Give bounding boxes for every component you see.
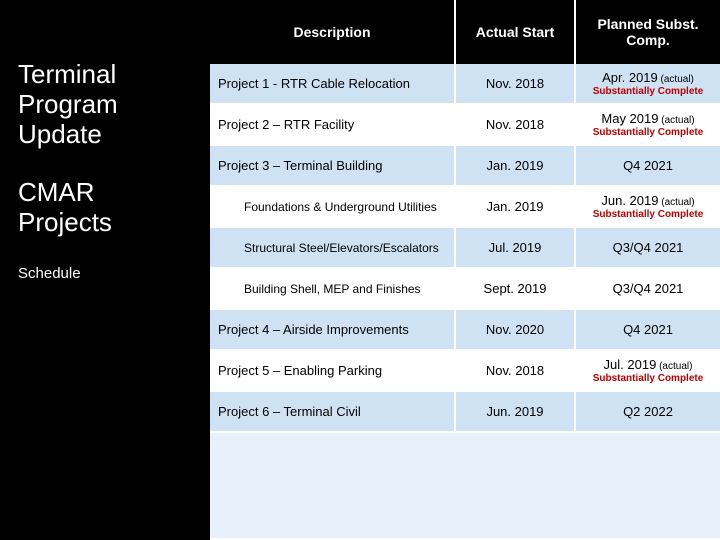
description-text: Project 5 – Enabling Parking	[218, 363, 446, 378]
table-body: Project 1 - RTR Cable Relocation Nov. 201…	[210, 64, 720, 540]
cell-planned-comp: Q4 2021	[576, 310, 720, 351]
table-row: Project 1 - RTR Cable Relocation Nov. 201…	[210, 64, 720, 105]
cell-planned-comp: Q4 2021	[576, 146, 720, 187]
comp-text: Q3/Q4 2021	[613, 240, 684, 255]
comp-text: Q3/Q4 2021	[613, 281, 684, 296]
title-sub: CMAR Projects	[18, 178, 192, 238]
cell-planned-comp: Apr. 2019 (actual)Substantially Complete	[576, 64, 720, 105]
description-text: Building Shell, MEP and Finishes	[218, 282, 446, 296]
right-panel: Description Actual Start Planned Subst. …	[210, 0, 720, 540]
start-text: Nov. 2020	[486, 322, 544, 337]
description-text: Foundations & Underground Utilities	[218, 200, 446, 214]
actual-note: (actual)	[656, 361, 692, 372]
actual-note: (actual)	[658, 74, 694, 85]
table-row: Project 6 – Terminal Civil Jun. 2019 Q2 20…	[210, 392, 720, 433]
substantially-complete-note: Substantially Complete	[593, 127, 704, 138]
cell-planned-comp: May 2019 (actual)Substantially Complete	[576, 105, 720, 146]
start-text: Jan. 2019	[486, 199, 543, 214]
table-filler	[210, 433, 720, 540]
substantially-complete-note: Substantially Complete	[593, 373, 704, 384]
table-row: Project 4 – Airside Improvements Nov. 202…	[210, 310, 720, 351]
actual-note: (actual)	[658, 115, 694, 126]
table-row: Project 2 – RTR Facility Nov. 2018 May 201…	[210, 105, 720, 146]
cell-actual-start: Nov. 2018	[456, 351, 576, 392]
cell-description: Building Shell, MEP and Finishes	[210, 269, 456, 310]
table-row: Building Shell, MEP and Finishes Sept. 20…	[210, 269, 720, 310]
table-header: Description Actual Start Planned Subst. …	[210, 0, 720, 64]
actual-note: (actual)	[658, 197, 694, 208]
description-text: Project 1 - RTR Cable Relocation	[218, 76, 446, 91]
start-text: Jan. 2019	[486, 158, 543, 173]
cell-actual-start: Jan. 2019	[456, 146, 576, 187]
left-panel: Terminal Program Update CMAR Projects Sc…	[0, 0, 210, 540]
description-text: Project 4 – Airside Improvements	[218, 322, 446, 337]
cell-description: Structural Steel/Elevators/Escalators	[210, 228, 456, 269]
title-schedule: Schedule	[18, 265, 192, 282]
comp-text: Jun. 2019 (actual)	[601, 193, 694, 208]
table-row: Foundations & Underground Utilities Jan. …	[210, 187, 720, 228]
table-row: Project 5 – Enabling Parking Nov. 2018 Jul…	[210, 351, 720, 392]
header-planned-comp: Planned Subst. Comp.	[576, 0, 720, 64]
cell-actual-start: Jun. 2019	[456, 392, 576, 433]
slide: Terminal Program Update CMAR Projects Sc…	[0, 0, 720, 540]
comp-text: Q2 2022	[623, 404, 673, 419]
cell-actual-start: Jul. 2019	[456, 228, 576, 269]
start-text: Nov. 2018	[486, 76, 544, 91]
cell-description: Project 2 – RTR Facility	[210, 105, 456, 146]
cell-description: Project 4 – Airside Improvements	[210, 310, 456, 351]
cell-description: Project 5 – Enabling Parking	[210, 351, 456, 392]
comp-text: Jul. 2019 (actual)	[604, 357, 693, 372]
start-text: Nov. 2018	[486, 363, 544, 378]
cell-description: Foundations & Underground Utilities	[210, 187, 456, 228]
cell-actual-start: Sept. 2019	[456, 269, 576, 310]
cell-planned-comp: Q3/Q4 2021	[576, 228, 720, 269]
cell-actual-start: Nov. 2018	[456, 105, 576, 146]
comp-text: Q4 2021	[623, 158, 673, 173]
cell-description: Project 1 - RTR Cable Relocation	[210, 64, 456, 105]
description-text: Project 6 – Terminal Civil	[218, 404, 446, 419]
description-text: Structural Steel/Elevators/Escalators	[218, 241, 446, 255]
cell-actual-start: Nov. 2020	[456, 310, 576, 351]
cell-description: Project 6 – Terminal Civil	[210, 392, 456, 433]
start-text: Jun. 2019	[486, 404, 543, 419]
cell-actual-start: Nov. 2018	[456, 64, 576, 105]
comp-text: Q4 2021	[623, 322, 673, 337]
substantially-complete-note: Substantially Complete	[593, 86, 704, 97]
cell-description: Project 3 – Terminal Building	[210, 146, 456, 187]
cell-planned-comp: Jun. 2019 (actual)Substantially Complete	[576, 187, 720, 228]
title-main: Terminal Program Update	[18, 60, 192, 150]
table-row: Project 3 – Terminal Building Jan. 2019 Q4…	[210, 146, 720, 187]
substantially-complete-note: Substantially Complete	[593, 209, 704, 220]
description-text: Project 3 – Terminal Building	[218, 158, 446, 173]
start-text: Sept. 2019	[484, 281, 547, 296]
start-text: Jul. 2019	[489, 240, 542, 255]
table-row: Structural Steel/Elevators/Escalators Jul…	[210, 228, 720, 269]
header-description: Description	[210, 0, 456, 64]
start-text: Nov. 2018	[486, 117, 544, 132]
header-actual-start: Actual Start	[456, 0, 576, 64]
comp-text: Apr. 2019 (actual)	[602, 70, 694, 85]
cell-planned-comp: Q3/Q4 2021	[576, 269, 720, 310]
description-text: Project 2 – RTR Facility	[218, 117, 446, 132]
cell-planned-comp: Jul. 2019 (actual)Substantially Complete	[576, 351, 720, 392]
cell-actual-start: Jan. 2019	[456, 187, 576, 228]
comp-text: May 2019 (actual)	[601, 111, 694, 126]
cell-planned-comp: Q2 2022	[576, 392, 720, 433]
